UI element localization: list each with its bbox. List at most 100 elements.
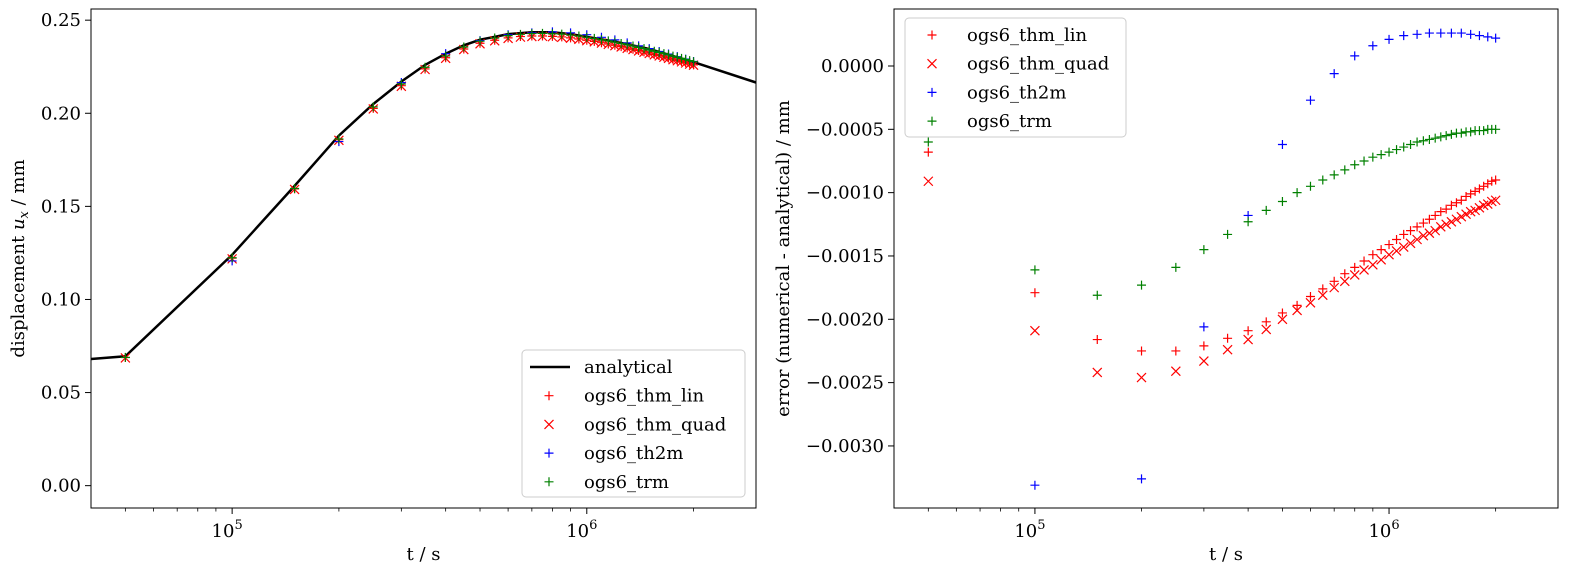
series-ogs6_trm — [120, 28, 699, 362]
data-point-ogs6_trm — [334, 134, 344, 144]
data-point-ogs6_th2m — [1399, 31, 1409, 41]
y-tick-label: 0.10 — [41, 289, 81, 310]
y-axis-label-part: x — [17, 210, 32, 218]
data-point-ogs6_th2m — [1329, 69, 1339, 79]
data-point-ogs6_thm_quad — [1170, 366, 1181, 377]
series-ogs6_th2m — [1030, 28, 1501, 490]
data-point-ogs6_thm_lin — [1199, 341, 1209, 351]
chart-panel-2: −0.0030 −0.0025 −0.0020 −0.0015 −0.0010 −0.00… — [773, 8, 1559, 565]
data-point-ogs6_thm_quad — [1451, 214, 1462, 225]
legend-label: ogs6_th2m — [584, 443, 683, 464]
data-point-ogs6_thm_quad — [1490, 195, 1501, 206]
data-point-ogs6_thm_lin — [1318, 284, 1328, 294]
legend-label: ogs6_thm_quad — [584, 414, 726, 435]
data-point-ogs6_thm_lin — [1350, 262, 1360, 272]
y-axis-label: displacement ux / mm — [8, 159, 32, 357]
x-axis-label: t / s — [1209, 544, 1243, 565]
series-ogs6_thm_lin — [120, 31, 699, 363]
legend-handle-ogs6_th2m — [544, 448, 554, 458]
data-point-ogs6_thm_lin — [1223, 333, 1233, 343]
y-tick-label: 0.00 — [41, 476, 81, 497]
data-point-ogs6_trm — [644, 45, 654, 55]
data-point-ogs6_thm_lin — [1483, 179, 1493, 189]
x-tick-label: 105 — [1014, 518, 1045, 542]
data-point-ogs6_thm_quad — [1430, 225, 1441, 236]
data-point-ogs6_thm_quad — [1339, 276, 1350, 287]
data-point-ogs6_trm — [1466, 127, 1476, 137]
data-point-ogs6_trm — [1318, 175, 1328, 185]
data-point-ogs6_trm — [1171, 262, 1181, 272]
data-point-ogs6_thm_lin — [1461, 191, 1471, 201]
legend: analytical ogs6_thm_lin ogs6_thm_quad ogs6_… — [521, 349, 746, 498]
data-point-ogs6_thm_lin — [1441, 204, 1451, 214]
data-point-ogs6_trm — [1292, 188, 1302, 198]
data-point-ogs6_trm — [610, 37, 620, 47]
x-tick-label: 106 — [566, 518, 597, 542]
data-point-ogs6_th2m — [1030, 480, 1040, 490]
data-point-ogs6_trm — [1223, 229, 1233, 239]
data-point-ogs6_trm — [616, 38, 626, 48]
data-point-ogs6_thm_lin — [1359, 256, 1369, 266]
x-tick-label: 106 — [1368, 518, 1399, 542]
series-ogs6_thm_quad — [120, 31, 699, 363]
y-axis-label: error (numerical - analytical) / mm — [773, 100, 794, 417]
y-axis-label-part: u — [8, 218, 29, 230]
legend-handle-ogs6_thm_lin — [544, 391, 554, 401]
data-point-ogs6_th2m — [1412, 29, 1422, 39]
data-point-ogs6_thm_lin — [1030, 288, 1040, 298]
data-point-ogs6_thm_quad — [1384, 249, 1394, 260]
data-point-ogs6_trm — [596, 35, 606, 45]
data-point-ogs6_thm_lin — [923, 147, 933, 157]
y-tick-label: 0.20 — [41, 103, 81, 124]
x-axis-label: t / s — [407, 544, 441, 565]
legend-frame — [521, 349, 746, 498]
data-point-ogs6_thm_lin — [1412, 222, 1422, 232]
data-point-ogs6_trm — [1359, 156, 1369, 166]
data-point-ogs6_thm_lin — [1368, 250, 1378, 260]
data-point-ogs6_thm_lin — [1399, 229, 1409, 239]
data-point-ogs6_trm — [1261, 205, 1271, 215]
data-point-ogs6_thm_quad — [1243, 334, 1254, 345]
data-point-ogs6_thm_quad — [1222, 344, 1233, 355]
data-point-ogs6_trm — [582, 32, 592, 42]
data-point-ogs6_thm_lin — [1470, 186, 1480, 196]
legend-label: ogs6_thm_lin — [967, 25, 1087, 46]
data-point-ogs6_trm — [1199, 245, 1209, 255]
data-point-ogs6_trm — [1491, 124, 1501, 134]
x-tick-label: 105 — [212, 518, 243, 542]
data-point-ogs6_thm_lin — [1466, 189, 1476, 199]
data-point-ogs6_th2m — [1424, 28, 1434, 38]
data-point-ogs6_trm — [537, 28, 547, 38]
data-point-ogs6_trm — [1340, 165, 1350, 175]
legend-handle-ogs6_thm_quad — [927, 58, 937, 69]
data-point-ogs6_trm — [689, 57, 699, 67]
data-point-ogs6_trm — [1030, 265, 1040, 275]
data-point-ogs6_thm_quad — [923, 176, 934, 187]
data-point-ogs6_th2m — [1368, 41, 1378, 51]
data-point-ogs6_th2m — [1474, 31, 1484, 41]
data-point-ogs6_trm — [1277, 197, 1287, 207]
legend: ogs6_thm_lin ogs6_thm_quad ogs6_th2m ogs6_t… — [904, 17, 1127, 138]
y-tick-label: −0.0015 — [806, 246, 884, 267]
data-point-ogs6_trm — [1350, 160, 1360, 170]
legend-label: analytical — [584, 357, 673, 378]
x-tick-exponent: 5 — [1037, 518, 1045, 533]
data-point-ogs6_thm_quad — [1405, 238, 1416, 249]
y-axis-label-part: / mm — [8, 159, 29, 211]
data-point-ogs6_trm — [1418, 136, 1428, 146]
legend-label: ogs6_th2m — [967, 82, 1066, 103]
data-point-ogs6_trm — [634, 42, 644, 52]
data-point-ogs6_thm_quad — [1456, 211, 1467, 222]
data-point-ogs6_trm — [589, 33, 599, 43]
data-point-ogs6_trm — [1392, 145, 1402, 155]
data-point-ogs6_thm_lin — [1376, 245, 1386, 255]
data-point-ogs6_thm_quad — [1367, 259, 1378, 270]
data-point-ogs6_thm_quad — [1398, 242, 1409, 253]
y-tick-label: −0.0005 — [806, 119, 884, 140]
data-point-ogs6_trm — [503, 31, 513, 41]
data-point-ogs6_trm — [1384, 147, 1394, 157]
x-tick-base: 10 — [1014, 521, 1037, 542]
data-point-ogs6_th2m — [1446, 28, 1456, 38]
data-point-ogs6_thm_lin — [1451, 198, 1461, 208]
